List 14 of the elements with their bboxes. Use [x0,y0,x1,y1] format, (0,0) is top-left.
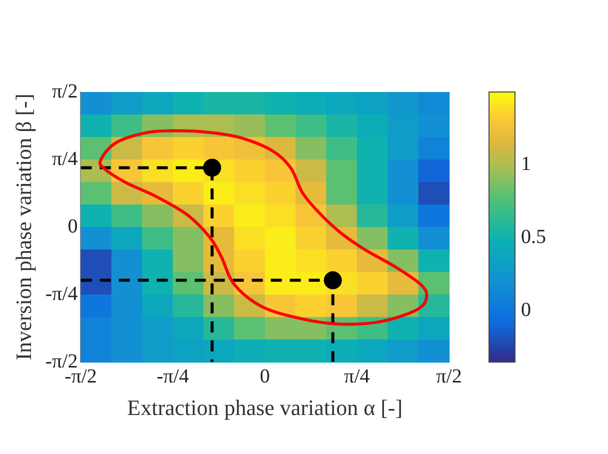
x-tick-label: 0 [260,365,270,388]
x-tick-label: π/2 [436,365,462,388]
y-axis-title: Inversion phase variation β [-] [10,94,36,360]
y-tick-label: -π/4 [45,282,78,305]
color-bar-label: 1 [521,153,531,176]
color-bar-label: 0 [521,299,531,322]
y-tick-label: -π/2 [45,350,78,372]
y-tick-label: π/4 [52,148,78,170]
x-tick-label: π/4 [344,365,370,388]
x-tick-label: -π/4 [156,365,189,388]
y-tick-label: 0 [68,215,78,238]
x-axis-title: Extraction phase variation α [-] [127,394,403,420]
color-bar-label: 0.5 [521,226,546,248]
y-tick-label: π/2 [52,80,78,102]
